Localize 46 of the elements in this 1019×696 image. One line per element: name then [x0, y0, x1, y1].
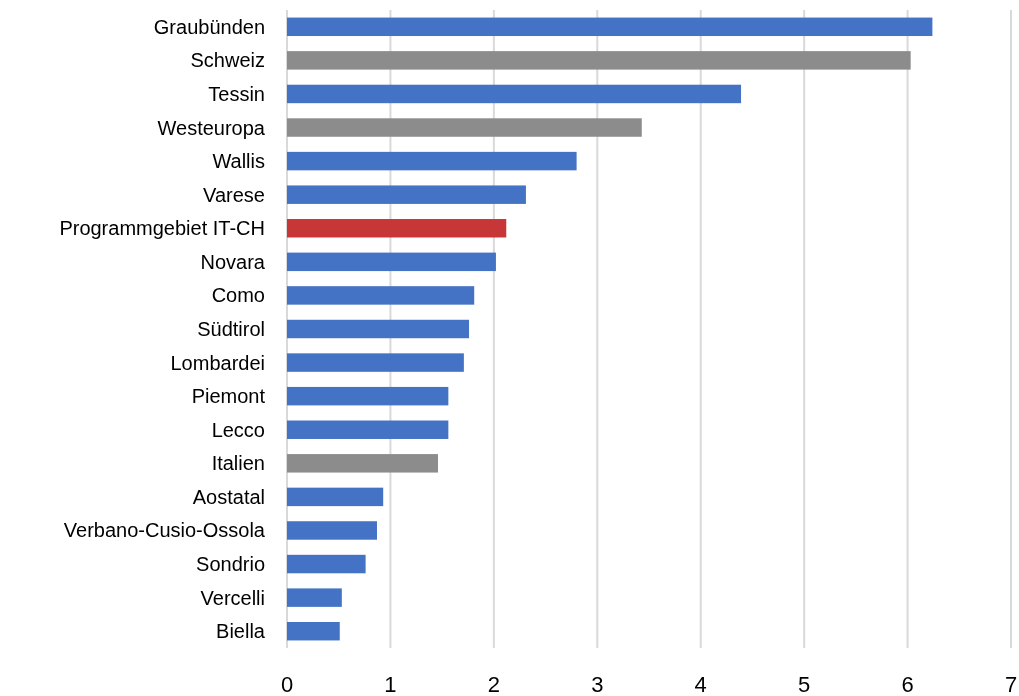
bar: [287, 286, 475, 305]
y-tick-label: Como: [211, 284, 265, 307]
y-tick-label: Sondrio: [196, 553, 265, 576]
bar: [287, 353, 464, 372]
bar: [287, 185, 526, 204]
y-tick-label: Schweiz: [190, 49, 265, 72]
bar: [287, 521, 377, 540]
bar: [287, 420, 449, 439]
bar: [287, 386, 449, 406]
y-tick-label: Italien: [211, 452, 265, 475]
y-tick-label: Westeuropa: [157, 116, 266, 139]
x-tick-label: 7: [1004, 672, 1018, 696]
y-tick-label: Novara: [200, 250, 266, 273]
bar: [287, 84, 742, 104]
bar: [287, 487, 384, 507]
x-tick-label: 1: [384, 672, 397, 696]
y-tick-label: Südtirol: [197, 318, 265, 340]
bar: [287, 51, 911, 70]
x-tick-label: 2: [487, 672, 500, 696]
x-tick-label: 4: [694, 672, 707, 696]
y-tick-label: Varese: [203, 183, 265, 206]
bar: [287, 219, 507, 238]
y-tick-label: Wallis: [212, 150, 265, 173]
y-tick-label: Tessin: [208, 82, 265, 105]
y-tick-label: Graubünden: [153, 15, 265, 38]
bar: [287, 17, 933, 37]
y-tick-label: Verbano-Cusio-Ossola: [63, 519, 266, 542]
y-tick-label: Biella: [216, 620, 266, 643]
y-tick-label: Programmgebiet IT-CH: [59, 217, 265, 240]
bar: [287, 588, 342, 607]
bar: [287, 454, 439, 473]
bar: [287, 554, 366, 574]
bar: [287, 151, 577, 171]
x-tick-label: 5: [798, 672, 811, 696]
bar: [287, 621, 340, 641]
y-tick-label: Aostatal: [192, 485, 265, 508]
y-tick-label: Piemont: [191, 385, 266, 408]
x-tick-label: 0: [280, 672, 294, 696]
y-tick-label: Vercelli: [200, 586, 265, 609]
bar: [287, 252, 496, 272]
bar: [287, 319, 470, 339]
x-tick-label: 6: [901, 672, 914, 696]
x-tick-label: 3: [591, 672, 604, 696]
y-tick-label: Lombardei: [170, 351, 265, 374]
bar: [287, 118, 642, 137]
y-tick-label: Lecco: [211, 418, 265, 441]
